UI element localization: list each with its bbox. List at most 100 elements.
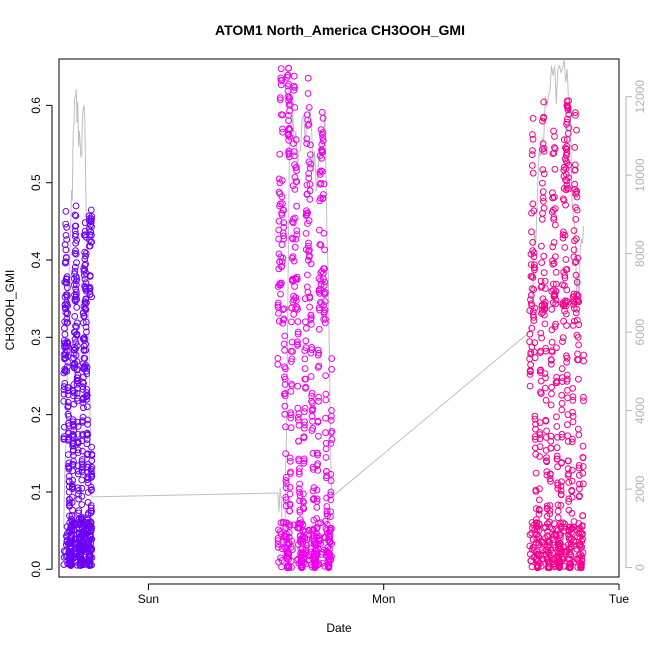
data-point — [286, 483, 294, 491]
data-point — [540, 252, 548, 260]
data-point — [300, 459, 308, 467]
data-point — [557, 487, 565, 495]
data-point — [563, 181, 571, 189]
data-point — [536, 431, 544, 439]
data-point — [286, 107, 293, 115]
data-point — [73, 358, 81, 366]
data-point — [65, 451, 72, 459]
data-point — [300, 424, 308, 432]
data-point — [71, 249, 79, 257]
data-point — [73, 304, 81, 311]
data-point — [547, 432, 555, 440]
data-point — [86, 284, 94, 292]
data-point — [569, 435, 576, 443]
data-point — [68, 493, 76, 501]
data-point — [305, 174, 313, 182]
data-point — [539, 295, 547, 303]
data-point — [537, 277, 545, 285]
data-point — [547, 360, 555, 368]
data-point — [282, 484, 290, 492]
data-point — [532, 469, 540, 477]
data-point — [69, 555, 77, 563]
data-point — [315, 536, 323, 544]
data-point — [572, 258, 580, 266]
data-point — [535, 521, 543, 528]
data-point — [307, 314, 315, 322]
data-point — [328, 412, 335, 420]
y2-tick-label: 12000 — [633, 80, 647, 114]
data-point — [539, 546, 547, 553]
data-point — [538, 259, 546, 267]
data-point — [293, 178, 301, 186]
data-point — [306, 303, 314, 311]
data-point — [291, 104, 299, 111]
data-point — [553, 413, 560, 421]
data-point — [322, 454, 330, 461]
data-point — [79, 430, 86, 438]
data-point — [558, 391, 566, 399]
data-point — [281, 532, 289, 540]
data-point — [302, 375, 310, 383]
data-point — [293, 231, 301, 238]
data-point — [289, 235, 297, 243]
data-point — [572, 112, 579, 119]
data-point — [562, 256, 570, 263]
data-point — [328, 436, 336, 443]
data-point — [290, 310, 298, 318]
data-point — [314, 346, 322, 354]
data-point — [557, 491, 565, 499]
data-point — [83, 440, 91, 448]
data-point — [574, 297, 582, 305]
data-point — [553, 452, 561, 460]
data-point — [528, 162, 536, 169]
data-point — [291, 186, 299, 193]
data-point — [299, 521, 307, 529]
data-point — [74, 371, 82, 379]
data-point — [327, 488, 335, 496]
data-point — [576, 480, 583, 488]
data-point — [65, 413, 73, 420]
data-point — [530, 286, 538, 293]
data-point — [552, 296, 560, 304]
data-point — [528, 209, 535, 217]
data-point — [542, 345, 549, 352]
data-point — [277, 65, 285, 73]
data-point — [68, 481, 76, 488]
data-point — [75, 507, 83, 515]
data-point — [275, 217, 283, 225]
data-point — [540, 148, 548, 155]
data-point — [321, 517, 329, 525]
data-point — [82, 323, 90, 331]
data-point — [307, 548, 315, 556]
data-point — [293, 227, 301, 235]
y-tick-label: 0.3 — [29, 329, 43, 346]
data-point — [529, 536, 537, 544]
data-point — [300, 550, 307, 558]
data-point — [60, 390, 68, 398]
data-point — [563, 548, 570, 556]
data-point — [562, 144, 569, 152]
data-point — [538, 242, 545, 250]
data-point — [573, 305, 581, 313]
data-point — [314, 460, 322, 468]
data-point — [328, 553, 335, 560]
data-point — [575, 298, 583, 306]
data-point — [537, 366, 544, 374]
data-point — [295, 437, 303, 445]
data-point — [291, 214, 299, 222]
data-point — [563, 377, 571, 385]
data-point — [568, 509, 576, 517]
data-point — [572, 216, 580, 223]
y-tick-label: 0.5 — [29, 174, 43, 191]
data-point — [67, 533, 75, 541]
data-point — [568, 529, 575, 536]
data-point — [301, 404, 309, 412]
x-tick-label: Mon — [372, 592, 395, 606]
data-point — [319, 129, 327, 136]
data-point — [540, 113, 547, 121]
data-point — [563, 371, 571, 379]
data-point — [62, 208, 70, 215]
data-point — [315, 397, 322, 405]
data-point — [72, 247, 79, 255]
data-point — [551, 205, 559, 213]
